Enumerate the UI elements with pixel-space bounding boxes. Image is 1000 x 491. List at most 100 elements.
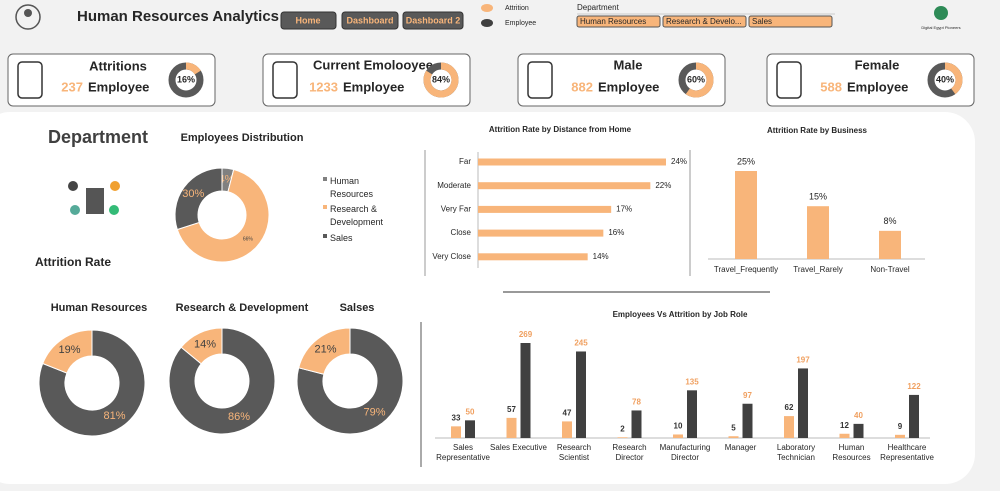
kpi-donut-arc (945, 62, 963, 95)
slicer-item-label[interactable]: Human Resources (580, 17, 646, 26)
bar (478, 229, 604, 237)
value-label: 62 (785, 403, 794, 412)
legend-label: Sales (330, 233, 353, 243)
bar (895, 434, 905, 438)
value-label: 135 (685, 377, 699, 386)
legend-label: Human Resources (330, 176, 374, 199)
bar (735, 171, 757, 259)
bar (631, 410, 642, 438)
value-label: 78 (632, 398, 641, 407)
kpi-unit: Employee (343, 79, 404, 94)
legend-marker (481, 4, 493, 12)
kpi-card (766, 53, 975, 107)
bar (784, 416, 794, 438)
category-label: Far (459, 157, 471, 166)
chart-title: Research & Development (176, 302, 309, 314)
kpi-percent: 40% (936, 74, 954, 84)
category-label: Human Resources (832, 443, 871, 462)
section-title: Attrition Rate (35, 255, 111, 269)
category-label: Research Scientist (556, 443, 592, 462)
category-label: Very Close (432, 252, 471, 261)
bar (576, 351, 586, 438)
category-label: Research Director (612, 443, 647, 462)
category-label: Sales Executive (490, 443, 547, 452)
slicer-item-label[interactable]: Research & Develo... (666, 17, 742, 26)
value-label: 40 (854, 411, 863, 420)
nav-button-label[interactable]: Home (295, 15, 320, 25)
category-label: Sales Representative (436, 443, 490, 462)
hr-icon (15, 4, 41, 30)
value-label: 197 (796, 356, 810, 365)
chart-title: Attrition Rate by Business (767, 126, 868, 135)
donut-label: 14% (194, 339, 216, 351)
donut-label: 79% (364, 407, 386, 419)
category-label: Manufacturing Director (659, 443, 711, 462)
bar (798, 368, 808, 438)
legend-marker (323, 234, 327, 238)
bar (451, 426, 461, 438)
bar (728, 436, 739, 438)
kpi-title: Male (614, 57, 643, 72)
value-label: 47 (563, 409, 572, 418)
kpi-icon (272, 61, 298, 99)
kpi-unit: Employee (847, 79, 908, 94)
category-label: Close (451, 228, 472, 237)
slicer-item-label[interactable]: Sales (752, 17, 772, 26)
nav-button-label[interactable]: Dashboard 2 (406, 15, 461, 25)
chart-title: Employees Distribution (181, 132, 304, 144)
value-label: 24% (671, 157, 687, 166)
category-label: Travel_Rarely (793, 265, 843, 274)
logo-globe (934, 6, 948, 20)
category-label: Manager (724, 443, 757, 452)
value-label: 2 (620, 424, 625, 433)
kpi-unit: Employee (598, 79, 659, 94)
bar (879, 230, 901, 259)
nav-button-label[interactable]: Dashboard (346, 15, 393, 25)
kpi-percent: 84% (432, 74, 450, 84)
donut-label: 81% (103, 410, 125, 422)
kpi-value: 588 (820, 79, 842, 94)
legend-marker (323, 177, 327, 181)
donut-label: 86% (228, 411, 250, 423)
nav-button[interactable] (280, 11, 337, 30)
donut-label: 66% (243, 237, 254, 243)
category-label: Laboratory Technician (776, 443, 816, 462)
chart-title: Attrition Rate by Distance from Home (489, 125, 632, 134)
nav-button[interactable] (402, 11, 464, 30)
bar (687, 390, 697, 438)
bar (478, 253, 588, 261)
legend-marker (481, 19, 493, 27)
value-label: 15% (809, 192, 827, 202)
value-label: 57 (507, 405, 516, 414)
value-label: 14% (593, 252, 609, 261)
bar (673, 434, 683, 438)
donut-label: 21% (314, 343, 336, 355)
donut-label: 19% (59, 344, 81, 356)
bar (909, 394, 919, 438)
value-label: 12 (840, 421, 849, 430)
kpi-title: Current Emolooyee (313, 57, 433, 72)
value-label: 8% (883, 216, 896, 226)
kpi-icon (17, 61, 43, 99)
kpi-card (517, 53, 726, 107)
bar (853, 423, 864, 438)
main-panel (0, 112, 975, 484)
category-label: Very Far (441, 205, 472, 214)
value-label: 22% (655, 181, 671, 190)
donut-segment (38, 329, 146, 437)
chart-title: Employees Vs Attrition by Job Role (613, 310, 748, 319)
kpi-card (262, 53, 471, 107)
slicer-item[interactable] (748, 15, 833, 28)
legend-label: Attrition (505, 5, 529, 12)
value-label: 17% (616, 205, 632, 214)
bar (742, 403, 753, 438)
donut-segment (168, 327, 276, 435)
slicer-item[interactable] (662, 15, 747, 28)
nav-button[interactable] (341, 11, 399, 30)
department-icon (68, 181, 120, 215)
slicer-item[interactable] (576, 15, 661, 28)
donut-segment (298, 327, 351, 375)
bar (562, 421, 572, 438)
